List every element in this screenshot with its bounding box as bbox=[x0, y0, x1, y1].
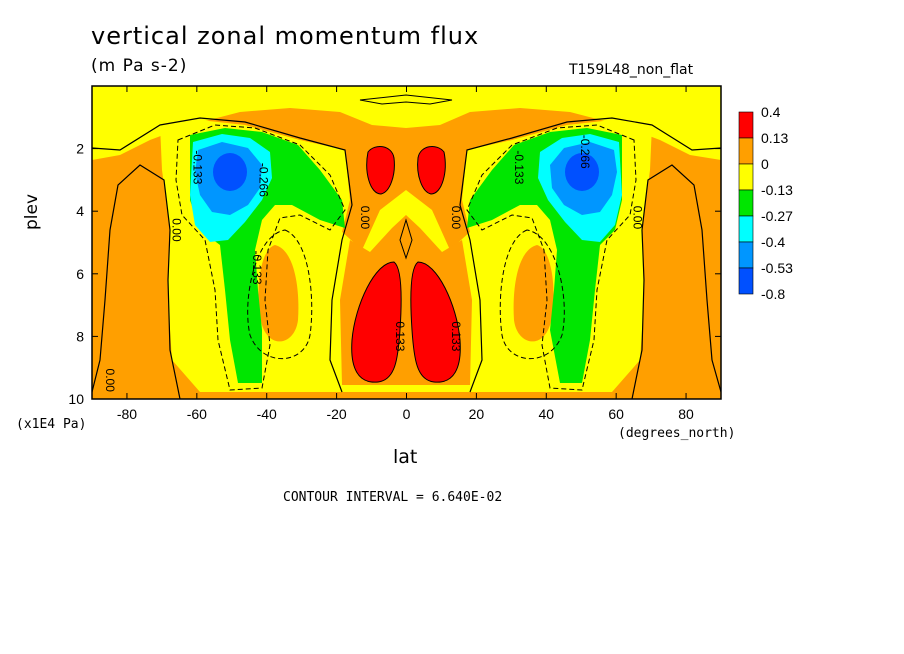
legend-swatch bbox=[738, 215, 754, 243]
y-tick-label: 6 bbox=[76, 266, 84, 282]
x-tick-label: -60 bbox=[187, 406, 207, 422]
x-tick-label: -20 bbox=[326, 406, 346, 422]
contour-label: -0.133 bbox=[190, 150, 204, 184]
dataset-name: T159L48_non_flat bbox=[569, 62, 694, 78]
legend-swatch bbox=[738, 241, 754, 269]
y-axis-units: (x1E4 Pa) bbox=[16, 417, 87, 432]
x-tick-label: 40 bbox=[538, 406, 554, 422]
contour-label: 0.133 bbox=[393, 321, 407, 351]
color-legend: 0.4 0.13 0 -0.13 -0.27 -0.4 -0.53 -0.8 bbox=[738, 104, 793, 302]
y-tick-label: 10 bbox=[68, 391, 84, 407]
contour-label: 0.00 bbox=[449, 206, 463, 230]
region-red-lower-left bbox=[351, 262, 402, 383]
core-blue-left bbox=[213, 153, 247, 191]
island-orange-left bbox=[258, 245, 299, 342]
y-tick-label: 8 bbox=[76, 328, 84, 344]
positive-contours bbox=[351, 94, 461, 383]
contour-label: 0.133 bbox=[449, 321, 463, 351]
x-tick-label: 0 bbox=[403, 406, 411, 422]
chart-title: vertical zonal momentum flux bbox=[91, 22, 480, 50]
legend-level-label: -0.4 bbox=[761, 234, 785, 250]
contour-label: 0.00 bbox=[103, 369, 117, 393]
contour-interval: CONTOUR INTERVAL = 6.640E-02 bbox=[283, 490, 503, 505]
contour-label: 0.00 bbox=[631, 206, 645, 230]
legend-level-label: -0.8 bbox=[761, 286, 785, 302]
contour-label: -0.266 bbox=[578, 135, 592, 169]
region-red-lower-right bbox=[410, 262, 461, 383]
legend-swatch bbox=[738, 137, 754, 165]
core-blue-right bbox=[565, 153, 599, 191]
x-tick-label: 20 bbox=[469, 406, 485, 422]
contour-fill bbox=[92, 86, 721, 399]
legend-swatch bbox=[738, 267, 754, 295]
legend-swatch bbox=[738, 111, 754, 139]
legend-level-label: 0.13 bbox=[761, 130, 788, 146]
contour-label: -0.133 bbox=[512, 150, 526, 184]
legend-level-label: -0.53 bbox=[761, 260, 793, 276]
x-axis-label: lat bbox=[393, 446, 418, 468]
y-tick-label: 2 bbox=[76, 141, 84, 157]
x-tick-label: -40 bbox=[257, 406, 277, 422]
legend-level-label: 0 bbox=[761, 156, 769, 172]
x-tick-label: 80 bbox=[678, 406, 694, 422]
legend-level-label: -0.27 bbox=[761, 208, 793, 224]
x-tick-label: 60 bbox=[608, 406, 624, 422]
legend-swatch bbox=[738, 189, 754, 217]
contour-label: -0.266 bbox=[257, 163, 271, 197]
negative-contours bbox=[175, 124, 637, 391]
contour-labels: 0.00 0.00 0.00 0.00 0.00 -0.133 -0.266 -0.133 -0… bbox=[103, 135, 645, 393]
contour-label: 0.00 bbox=[169, 218, 183, 242]
x-axis-ticks: -80 -60 -40 -20 0 20 40 60 80 bbox=[117, 86, 694, 422]
x-tick-label: -80 bbox=[117, 406, 137, 422]
legend-swatch bbox=[738, 163, 754, 191]
x-axis-units: (degrees_north) bbox=[618, 426, 736, 441]
zero-contours bbox=[92, 117, 721, 399]
contour-label: 0.00 bbox=[358, 206, 372, 230]
chart-units: (m Pa s-2) bbox=[91, 56, 188, 76]
region-red-upper-left bbox=[366, 146, 395, 194]
legend-level-label: 0.4 bbox=[761, 104, 781, 120]
island-orange-right bbox=[513, 245, 554, 342]
region-red-upper-right bbox=[417, 146, 446, 194]
contour-label: -0.133 bbox=[250, 251, 264, 285]
y-axis-ticks: 2 4 6 8 10 bbox=[68, 141, 721, 407]
y-tick-label: 4 bbox=[76, 203, 84, 219]
region-yellow-top bbox=[92, 86, 721, 160]
legend-level-label: -0.13 bbox=[761, 182, 793, 198]
